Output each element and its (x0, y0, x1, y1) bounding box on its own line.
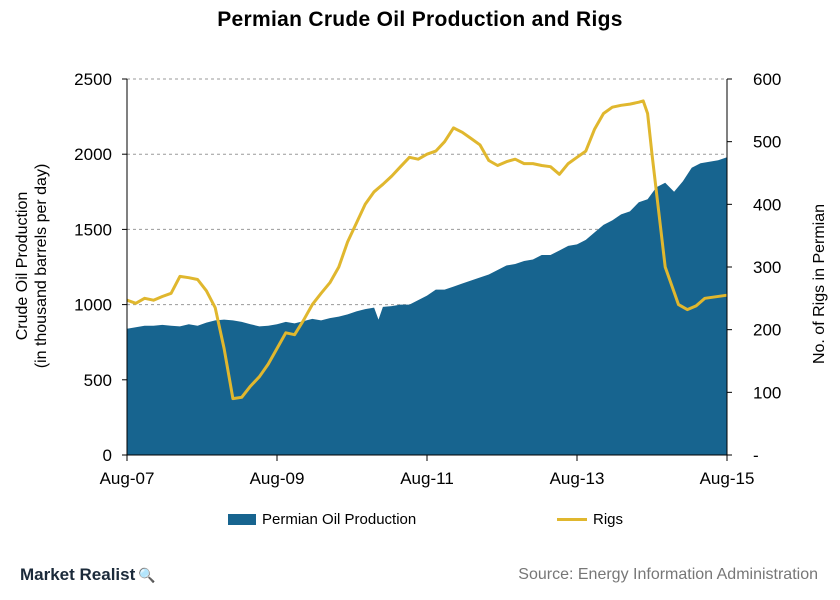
right-tick-label-5: 500 (753, 133, 781, 152)
left-axis-title-line2: (in thousand barrels per day) (33, 164, 50, 369)
x-tick-label-Aug-13: Aug-13 (550, 469, 605, 488)
production-area (127, 157, 727, 455)
x-tick-label-Aug-11: Aug-11 (400, 469, 454, 488)
legend-rigs-swatch (557, 518, 587, 521)
production-area-layer (127, 157, 727, 455)
legend-rigs: Rigs (557, 511, 623, 528)
rigs-line (126, 99, 728, 401)
legend-production-swatch (228, 514, 256, 525)
left-tick-label-1500: 1500 (74, 220, 112, 239)
brand-name: Market Realist (20, 565, 136, 584)
right-tick-label-0: - (753, 446, 759, 465)
left-tick-label-1000: 1000 (74, 296, 112, 315)
right-tick-label-1: 100 (753, 383, 781, 402)
rigs-line-layer (126, 99, 728, 401)
chart-title: Permian Crude Oil Production and Rigs (217, 8, 623, 31)
x-tick-label-Aug-15: Aug-15 (700, 469, 755, 488)
brand-logo: Market Realist 🔍 (20, 565, 156, 585)
left-tick-label-2000: 2000 (74, 145, 112, 164)
right-axis-ticks: - 100 200 300 400 500 600 (727, 70, 781, 465)
left-tick-label-0: 0 (103, 446, 112, 465)
legend-production: Permian Oil Production (228, 511, 416, 528)
left-tick-label-2500: 2500 (74, 70, 112, 89)
right-axis-title: No. of Rigs in Permian (811, 204, 828, 364)
x-axis-ticks: Aug-07 Aug-09 Aug-11 Aug-13 Aug-15 (100, 455, 755, 488)
x-tick-label-Aug-09: Aug-09 (250, 469, 305, 488)
left-axis-title-line1: Crude Oil Production (14, 192, 31, 341)
x-tick-label-Aug-07: Aug-07 (100, 469, 155, 488)
left-axis-ticks: 0 500 1000 1500 2000 2500 (74, 70, 127, 465)
magnifier-icon: 🔍 (138, 566, 156, 583)
right-tick-label-2: 200 (753, 321, 781, 340)
legend-rigs-label: Rigs (593, 511, 624, 528)
right-tick-label-4: 400 (753, 195, 781, 214)
legend-production-label: Permian Oil Production (262, 511, 417, 528)
left-tick-label-500: 500 (84, 371, 112, 390)
right-tick-label-3: 300 (753, 258, 781, 277)
right-tick-label-6: 600 (753, 70, 781, 89)
source-note: Source: Energy Information Administratio… (518, 566, 818, 583)
